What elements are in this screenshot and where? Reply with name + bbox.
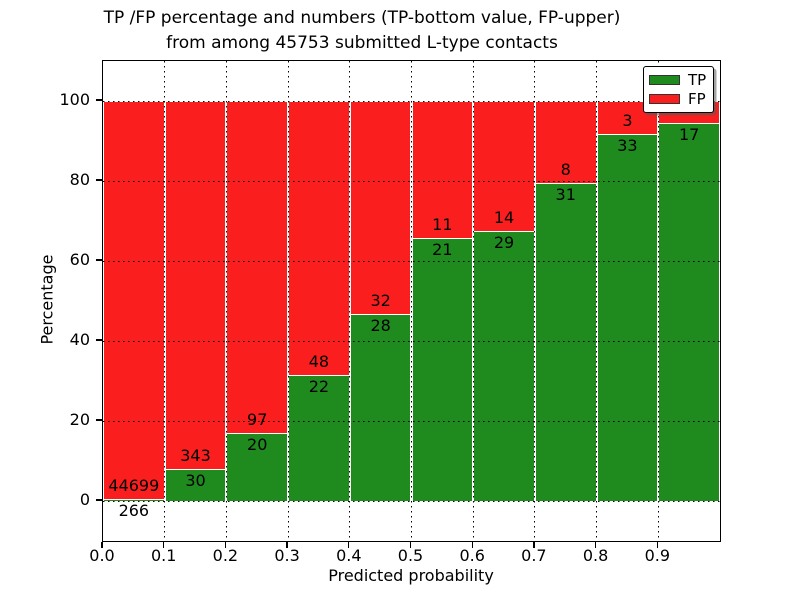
fp-count-label: 8: [560, 160, 571, 180]
x-tick-mark: [409, 542, 412, 548]
tp-count-label: 28: [370, 316, 391, 336]
x-tick-label: 0.6: [459, 546, 485, 565]
bar-segment-tp: [534, 183, 597, 501]
bar-segment-fp: [103, 101, 165, 499]
y-tick-label: 100: [59, 90, 90, 109]
bar-segment-fp: [349, 101, 412, 315]
tp-count-label: 21: [432, 240, 453, 260]
x-tick-mark: [348, 542, 350, 548]
fp-count-label: 11: [432, 215, 453, 235]
y-tick-mark: [96, 499, 102, 501]
gridline-vertical: [534, 61, 536, 541]
bar-segment-tp: [596, 134, 659, 501]
legend-row: TP: [649, 72, 708, 88]
y-tick-label: 40: [69, 330, 90, 349]
bar-segment-tp: [226, 432, 289, 501]
x-tick-mark: [101, 542, 103, 548]
bar-segment-fp: [411, 101, 474, 239]
x-tick-label: 0.8: [582, 546, 609, 565]
bar-segment-tp: [411, 238, 474, 501]
chart-title-line2: from among 45753 submitted L-type contac…: [166, 33, 558, 53]
x-tick-mark: [594, 542, 597, 548]
fp-count-label: 32: [370, 291, 391, 311]
gridline-vertical: [287, 61, 289, 541]
x-tick-mark: [224, 542, 227, 548]
y-tick-mark: [96, 259, 102, 261]
fp-count-label: 343: [180, 445, 211, 465]
bar-segment-fp: [534, 101, 597, 184]
legend-label: TP: [688, 71, 707, 89]
tp-count-label: 31: [555, 185, 576, 205]
tp-legend-patch: [649, 75, 680, 85]
y-tick-mark: [96, 99, 102, 101]
gridline-vertical: [472, 61, 474, 541]
y-tick-mark: [96, 339, 102, 341]
fp-count-label: 48: [308, 352, 330, 372]
fp-legend-patch: [649, 94, 680, 104]
chart-title-line1: TP /FP percentage and numbers (TP-bottom…: [103, 8, 621, 28]
x-axis-label: Predicted probability: [328, 566, 494, 585]
bar-segment-tp: [349, 314, 412, 501]
tp-count-label: 17: [678, 125, 700, 145]
bar-segment-tp: [473, 231, 535, 501]
fp-count-label: 44699: [108, 475, 160, 495]
x-tick-mark: [286, 542, 288, 548]
y-tick-mark: [96, 179, 102, 181]
x-tick-mark: [533, 542, 535, 548]
fp-count-label: 3: [622, 111, 633, 131]
bar-segment-fp: [288, 101, 350, 376]
y-tick-label: 0: [79, 490, 90, 509]
tp-count-label: 30: [185, 470, 206, 490]
gridline-vertical: [657, 61, 659, 541]
tp-count-label: 20: [247, 434, 268, 454]
bar-segment-tp: [288, 375, 350, 501]
x-tick-label: 0.1: [150, 546, 177, 565]
x-tick-label: 0.0: [89, 546, 115, 565]
y-tick-label: 80: [69, 170, 90, 189]
x-tick-label: 0.3: [274, 546, 300, 565]
gridline-vertical: [411, 61, 412, 541]
legend-label: FP: [688, 90, 706, 108]
plot-area: 44699 266 343 30 97 20 48 22 32 28 11 21 14 29 8 31 3 33 1…: [102, 60, 721, 542]
y-tick-label: 60: [69, 250, 90, 269]
x-tick-label: 0.2: [212, 546, 239, 565]
gridline-vertical: [225, 61, 227, 541]
y-axis-label: Percentage: [37, 254, 57, 345]
y-tick-mark: [96, 419, 102, 421]
legend: TP FP: [643, 66, 714, 113]
y-tick-label: 20: [69, 410, 90, 429]
gridline-vertical: [596, 61, 598, 541]
gridline-vertical: [164, 61, 166, 541]
x-tick-mark: [656, 542, 658, 548]
x-tick-label: 0.4: [336, 546, 362, 565]
chart-title: TP /FP percentage and numbers (TP-bottom…: [2, 6, 722, 56]
tp-count-label: 266: [118, 500, 150, 520]
tp-count-label: 22: [308, 377, 330, 397]
bar-segment-fp: [226, 101, 289, 433]
gridline-vertical: [349, 61, 351, 541]
x-tick-mark: [471, 542, 473, 548]
fp-count-label: 14: [493, 208, 515, 228]
x-tick-label: 0.5: [397, 546, 424, 565]
bar-segment-fp: [164, 101, 227, 469]
x-tick-label: 0.7: [521, 546, 547, 565]
tp-count-label: 29: [493, 233, 515, 253]
legend-row: FP: [649, 91, 708, 107]
fp-count-label: 97: [247, 409, 268, 429]
bar-segment-tp: [658, 123, 720, 501]
tp-count-label: 33: [617, 136, 638, 156]
x-tick-label: 0.9: [644, 546, 671, 565]
x-tick-mark: [163, 542, 165, 548]
